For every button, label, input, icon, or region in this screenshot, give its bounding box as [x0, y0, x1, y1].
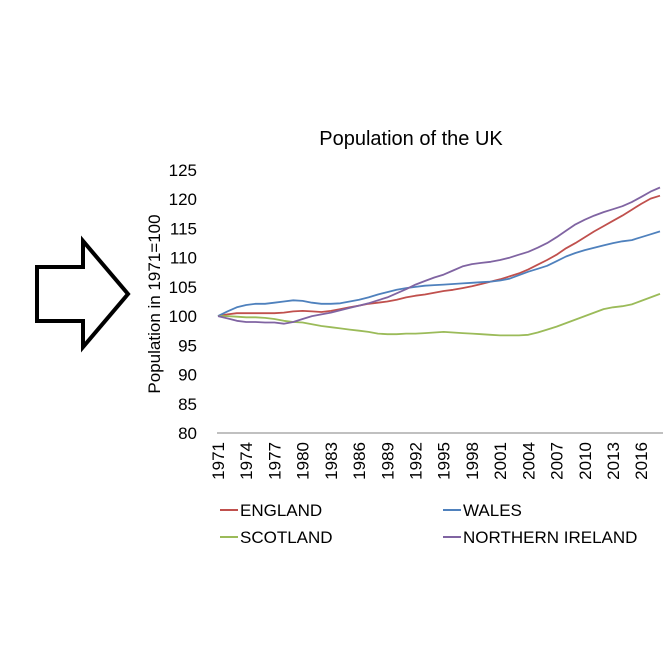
y-tick-label: 110 — [170, 249, 197, 268]
series-line-wales — [217, 230, 661, 317]
legend-label: WALES — [463, 501, 522, 520]
x-tick-label: 2004 — [519, 442, 538, 480]
x-tick-label: 1980 — [294, 442, 313, 480]
y-tick-label: 120 — [169, 190, 197, 209]
y-axis-label: Population in 1971=100 — [145, 214, 164, 393]
legend-label: NORTHERN IRELAND — [463, 528, 637, 547]
legend-label: ENGLAND — [240, 501, 322, 520]
y-tick-label: 80 — [178, 424, 197, 443]
x-tick-label: 1992 — [406, 442, 425, 480]
x-tick-label: 2001 — [491, 442, 510, 480]
y-tick-label: 125 — [169, 161, 197, 180]
y-tick-label: 95 — [178, 336, 197, 355]
x-tick-label: 2007 — [548, 442, 567, 480]
y-tick-label: 115 — [170, 219, 197, 238]
y-tick-label: 105 — [169, 278, 197, 297]
legend-label: SCOTLAND — [240, 528, 333, 547]
right-arrow-outline-icon — [35, 235, 131, 353]
legend: ENGLAND WALES SCOTLAND NORTHERN IRELAND — [220, 501, 637, 547]
x-tick-label: 2013 — [604, 442, 623, 480]
x-tick-label: 1974 — [237, 442, 256, 480]
y-tick-label: 90 — [178, 366, 197, 385]
series-line-england — [217, 194, 661, 317]
series-lines — [217, 186, 661, 337]
chart-title: Population of the UK — [319, 128, 503, 150]
x-tick-label: 2016 — [632, 442, 651, 480]
x-tick-label: 1989 — [378, 442, 397, 480]
x-tick-label: 1995 — [435, 442, 454, 480]
x-tick-label: 1998 — [463, 442, 482, 480]
x-tick-label: 1971 — [209, 442, 228, 480]
x-tick-label: 1986 — [350, 442, 369, 480]
series-line-scotland — [218, 293, 661, 337]
x-tick-label: 1977 — [265, 442, 284, 480]
x-axis-ticks: 1971 1974 1977 1980 1983 1986 1989 1992 1995 1998… — [209, 442, 651, 480]
y-tick-label: 100 — [169, 307, 197, 326]
x-tick-label: 1983 — [322, 442, 341, 480]
y-axis-ticks: 125 120 115 110 105 100 95 90 85 80 — [169, 161, 197, 443]
x-tick-label: 2010 — [576, 442, 595, 480]
series-line-northern-ireland — [217, 186, 661, 325]
y-tick-label: 85 — [178, 395, 197, 414]
